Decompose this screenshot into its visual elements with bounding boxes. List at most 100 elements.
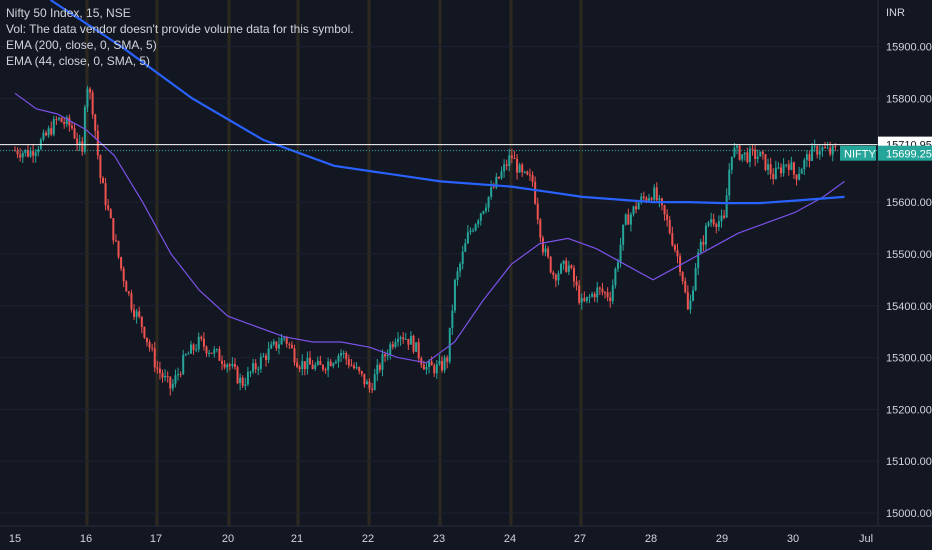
last-price-box	[878, 145, 932, 161]
candle	[435, 359, 438, 379]
candle	[340, 349, 343, 363]
candle	[451, 304, 454, 335]
time-axis[interactable]	[0, 526, 932, 550]
candle	[443, 355, 446, 374]
candle	[567, 260, 570, 275]
price-axis[interactable]	[878, 0, 932, 550]
y-tick-label: 15200.00	[886, 404, 932, 416]
candle	[151, 343, 154, 352]
candle	[433, 363, 436, 377]
candle	[526, 170, 529, 176]
candle	[547, 245, 550, 259]
candle	[412, 334, 415, 354]
candle	[570, 264, 573, 270]
candle	[231, 357, 234, 369]
candle	[120, 256, 123, 272]
candle	[138, 306, 141, 319]
candle	[355, 362, 358, 370]
candle	[161, 369, 164, 383]
candle	[288, 342, 291, 350]
candle	[565, 257, 568, 273]
candle	[707, 220, 710, 228]
x-tick-label: 23	[433, 533, 445, 545]
candle	[497, 176, 500, 180]
x-tick-label: 28	[645, 533, 657, 545]
candle	[19, 148, 22, 162]
x-tick-label: 17	[150, 533, 162, 545]
candle	[544, 244, 547, 257]
candle	[635, 201, 638, 214]
candle	[254, 359, 257, 374]
candle	[676, 243, 679, 264]
candle	[314, 362, 317, 372]
candle	[510, 149, 513, 164]
candle	[503, 159, 506, 178]
candle	[99, 154, 102, 184]
symbol-tag-label: NIFTY	[844, 149, 876, 161]
candle	[767, 158, 770, 176]
candle	[759, 151, 762, 157]
candle	[332, 362, 335, 369]
candle	[50, 121, 53, 137]
candle	[104, 178, 107, 211]
candle	[76, 132, 79, 151]
candle	[345, 351, 348, 365]
candle	[65, 115, 68, 128]
candle	[205, 345, 208, 357]
candle	[197, 332, 200, 353]
candle	[42, 129, 45, 142]
candle	[780, 163, 783, 178]
candle	[800, 167, 803, 174]
candle	[283, 336, 286, 342]
candle	[182, 349, 185, 376]
candle	[127, 290, 130, 297]
currency-label: INR	[886, 7, 905, 19]
candle	[55, 116, 58, 125]
candle	[440, 356, 443, 373]
candle	[823, 141, 826, 149]
candle	[296, 358, 299, 368]
candle	[736, 144, 739, 155]
candle	[692, 285, 695, 302]
candle	[192, 343, 195, 355]
candle	[169, 376, 172, 396]
candle	[239, 373, 242, 391]
ema44-line	[14, 92, 845, 364]
candle	[474, 223, 477, 232]
candle	[309, 351, 312, 365]
candle	[389, 341, 392, 360]
x-tick-label: 29	[716, 533, 728, 545]
candle	[531, 171, 534, 187]
candle	[513, 150, 516, 160]
candle	[777, 162, 780, 170]
candle	[811, 142, 814, 162]
candle	[303, 361, 306, 376]
ema200-line	[49, 0, 845, 205]
candle	[153, 341, 156, 373]
candle	[244, 377, 247, 391]
candle	[632, 205, 635, 217]
candle	[482, 210, 485, 215]
candle	[477, 218, 480, 228]
candle	[816, 144, 819, 159]
candle	[334, 359, 337, 365]
candle	[145, 337, 148, 347]
candle	[272, 339, 275, 347]
candle	[376, 359, 379, 382]
candle	[648, 193, 651, 202]
candle	[21, 150, 24, 164]
y-tick-label: 15400.00	[886, 301, 932, 313]
candle	[686, 285, 689, 311]
candle	[723, 210, 726, 220]
candle	[189, 340, 192, 354]
candle	[321, 364, 324, 372]
candle	[743, 152, 746, 161]
y-tick-label: 15500.00	[886, 249, 932, 261]
candle	[164, 369, 167, 382]
candle	[89, 86, 92, 100]
candle	[456, 267, 459, 286]
candles	[14, 85, 837, 396]
candle	[210, 352, 213, 354]
candle	[275, 341, 278, 351]
